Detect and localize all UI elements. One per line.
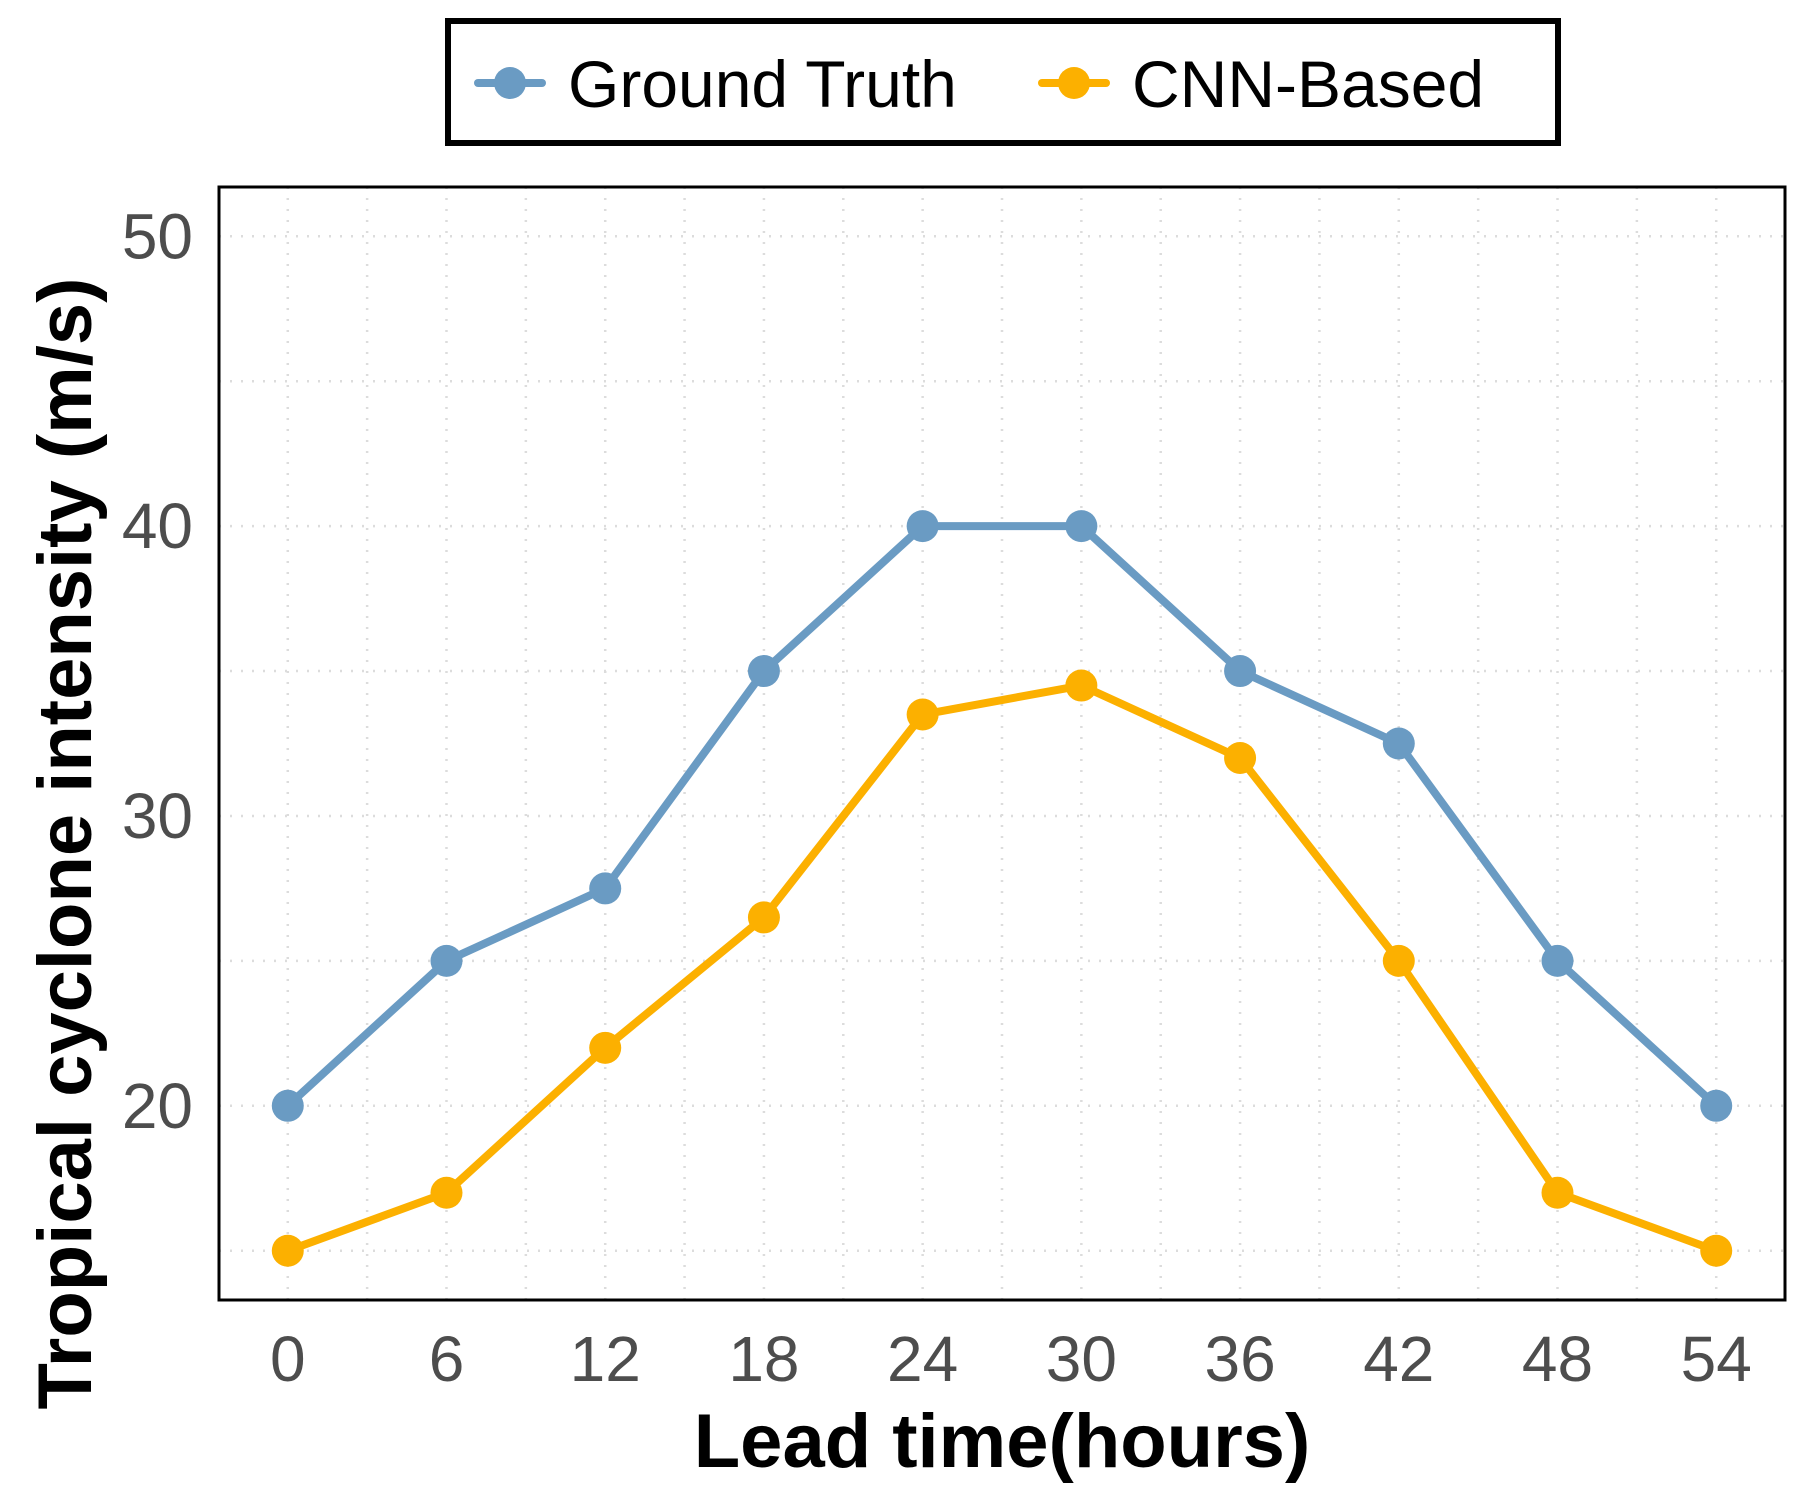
data-point [589,872,622,905]
series-layer [271,510,1733,1267]
data-point [1382,944,1415,977]
legend-box [445,18,1561,146]
data-point [1700,1234,1733,1267]
x-tick-label: 36 [1204,1323,1275,1395]
x-tick-label: 12 [570,1323,641,1395]
x-tick-label: 48 [1522,1323,1593,1395]
x-tick-label: 54 [1681,1323,1752,1395]
series-line-2 [283,681,1721,1255]
data-point [1700,1089,1733,1122]
data-point [430,944,463,977]
data-point [271,1234,304,1267]
data-point [430,1176,463,1209]
legend-label: Ground Truth [568,47,957,121]
x-tick-label: 30 [1046,1323,1117,1395]
data-point [1382,727,1415,760]
x-tick-label: 6 [429,1323,465,1395]
y-tick-label: 40 [122,490,193,562]
legend: Ground Truth CNN-Based [445,18,1561,146]
data-point [906,698,939,731]
legend-key-marker [1058,67,1090,99]
series-line-1 [283,522,1721,1110]
data-point [1065,510,1098,543]
data-point [1065,669,1098,702]
legend-key-marker [494,67,526,99]
data-point [906,510,939,543]
data-point [747,655,780,688]
y-tick-label: 50 [122,200,193,272]
plot-frame [217,185,1787,1302]
x-tick-label: 18 [728,1323,799,1395]
x-axis-title: Lead time(hours) [694,1399,1311,1484]
data-point [1224,655,1257,688]
legend-label: CNN-Based [1132,47,1484,121]
data-point [1224,741,1257,774]
gridlines [219,187,1785,1300]
data-point [589,1031,622,1064]
tick-labels: 0 6 12 18 24 30 36 42 48 54 20 30 40 50 [122,200,1752,1395]
x-tick-label: 0 [270,1323,306,1395]
data-point [1541,1176,1574,1209]
y-tick-label: 30 [122,780,193,852]
data-point [747,901,780,934]
y-axis-title: Tropical cyclone intensity (m/s) [23,278,108,1410]
data-point [1541,944,1574,977]
y-tick-label: 20 [122,1070,193,1142]
x-tick-label: 24 [887,1323,958,1395]
x-tick-label: 42 [1363,1323,1434,1395]
data-point [271,1089,304,1122]
